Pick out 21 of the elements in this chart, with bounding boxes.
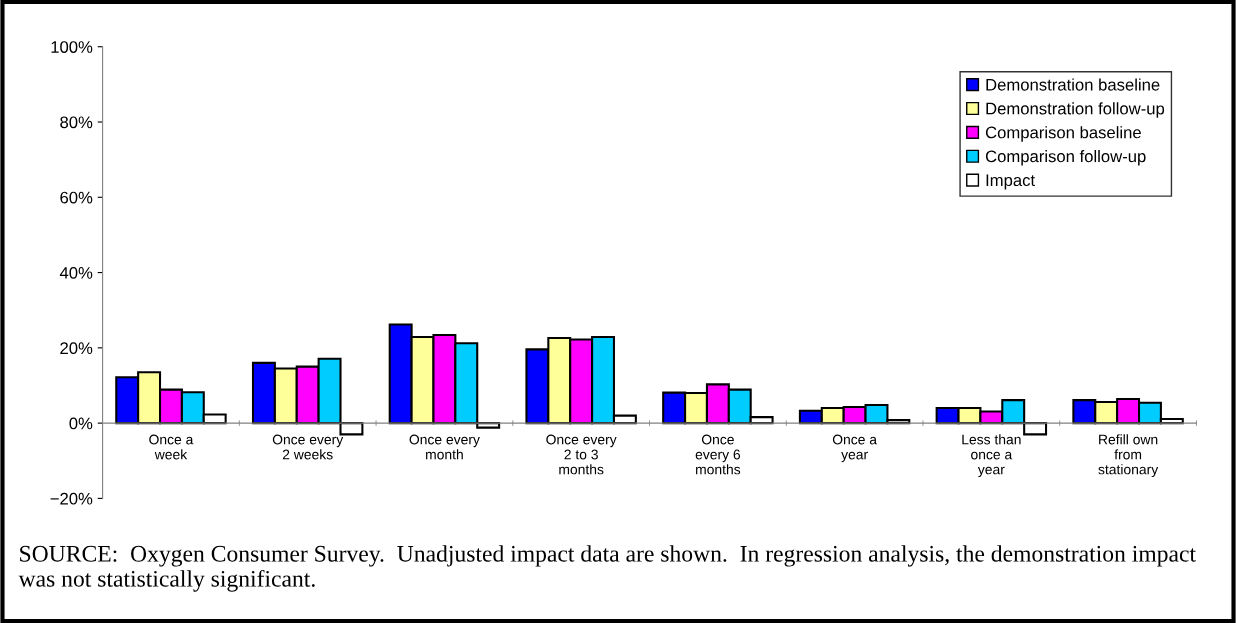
y-tick-label: 100% <box>51 41 93 53</box>
x-tick-label: Less than once a year <box>962 434 1021 478</box>
y-tick-label: 80% <box>60 116 93 129</box>
x-tick-label: Once a week <box>149 434 194 460</box>
legend-label: Comparison baseline <box>985 126 1141 142</box>
x-tick-label: Refill own from stationary <box>1098 434 1159 478</box>
y-tick-label: −20% <box>50 492 93 505</box>
x-tick-label: Once every 2 weeks <box>272 434 344 460</box>
x-tick-label: Once a year <box>832 434 878 463</box>
y-tick-label: 20% <box>60 342 93 355</box>
y-tick-label: 40% <box>59 266 93 279</box>
x-tick-label: Once every 6 months <box>695 434 741 475</box>
y-tick-label: 0% <box>69 417 93 430</box>
legend-label: Comparison follow-up <box>985 150 1146 166</box>
legend-label: Demonstration baseline <box>986 78 1160 91</box>
source-note: SOURCE: Oxygen Consumer Survey. Unadjusted impact data are shown. In regression analysis, the demonstration impact was not statistically significant. <box>18 545 1196 592</box>
x-tick-label: Once every 2 to 3 months <box>546 434 617 475</box>
legend-label: Demonstration follow-up <box>986 102 1165 118</box>
y-tick-label: 60% <box>60 191 93 204</box>
x-tick-label: Once every month <box>409 434 480 460</box>
legend-label: Impact <box>986 174 1035 190</box>
